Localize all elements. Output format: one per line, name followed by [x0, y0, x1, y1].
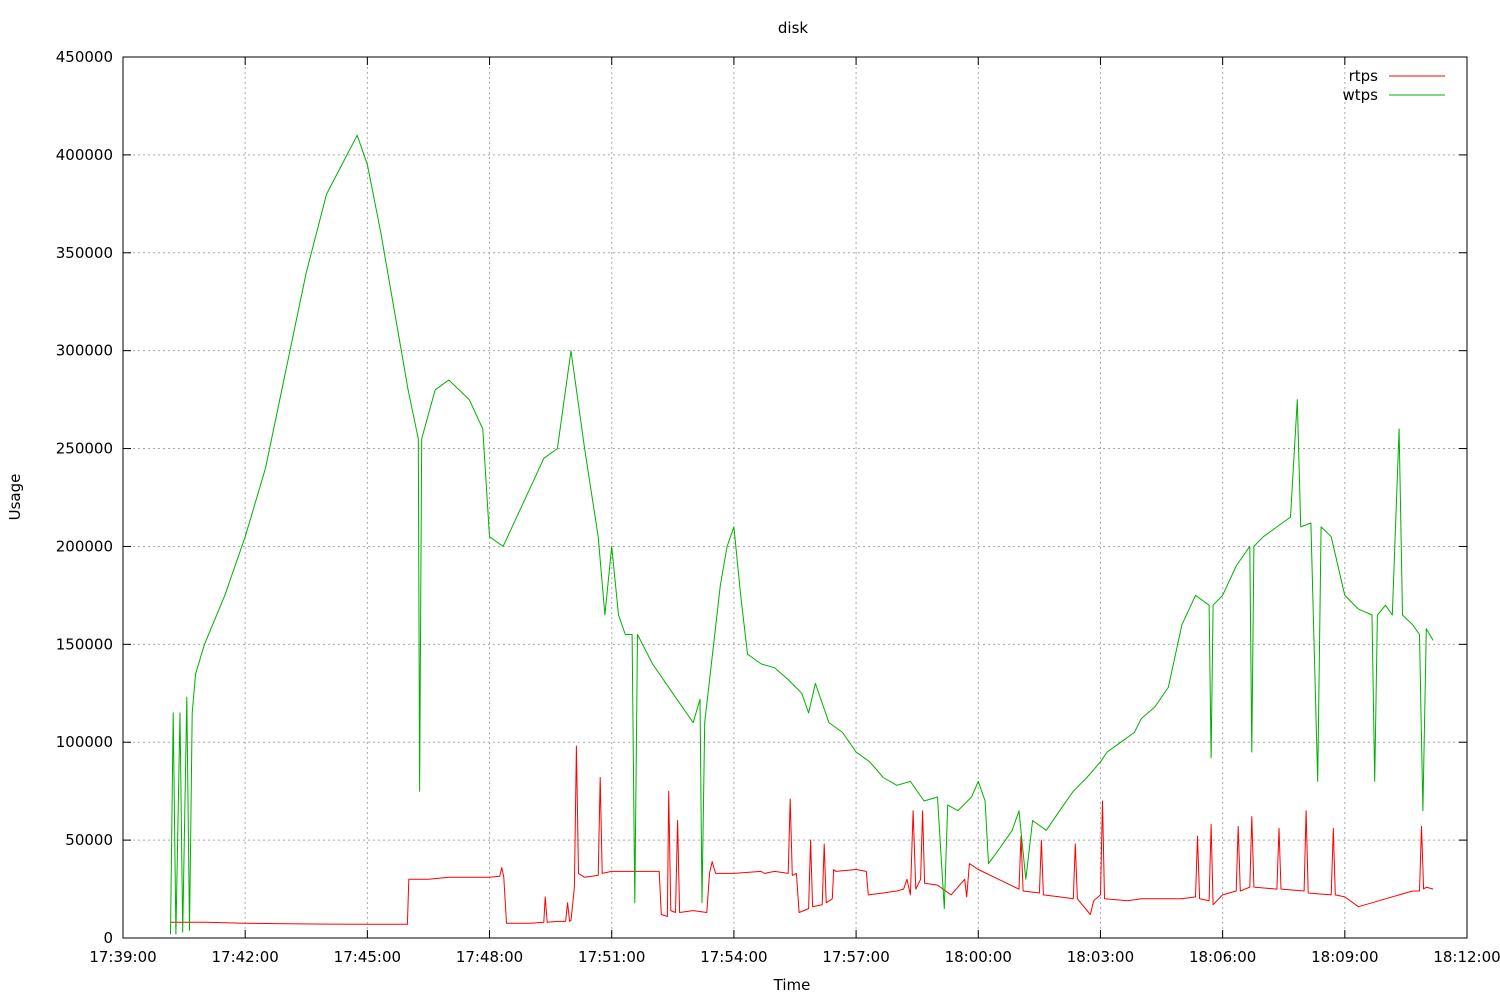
- y-tick-label: 350000: [56, 244, 113, 262]
- x-tick-label: 17:45:00: [334, 948, 401, 966]
- x-tick-label: 18:09:00: [1311, 948, 1378, 966]
- plot-frame: [122, 56, 1468, 939]
- legend-label-rtps: rtps: [1349, 67, 1379, 85]
- chart-title: disk: [778, 19, 809, 37]
- x-axis-label: Time: [773, 976, 811, 994]
- y-tick-label: 50000: [65, 831, 113, 849]
- series-line-wtps: [170, 134, 1434, 935]
- y-tick-label: 0: [103, 929, 113, 947]
- x-tick-label: 17:57:00: [822, 948, 889, 966]
- x-tick-label: 17:42:00: [211, 948, 278, 966]
- x-tick-label: 18:12:00: [1433, 948, 1500, 966]
- x-tick-label: 18:03:00: [1067, 948, 1134, 966]
- x-tick-label: 17:48:00: [456, 948, 523, 966]
- legend-label-wtps: wtps: [1343, 86, 1379, 104]
- axis-ticks: 0 50000 100000 150000 200000 250000 300000 3500…: [56, 48, 1500, 966]
- x-tick-label: 18:00:00: [945, 948, 1012, 966]
- y-axis-label: Usage: [6, 474, 24, 521]
- y-tick-label: 300000: [56, 342, 113, 360]
- series-layer: [170, 134, 1434, 935]
- x-tick-label: 17:54:00: [700, 948, 767, 966]
- gridlines: [123, 57, 1467, 938]
- x-tick-label: 18:06:00: [1189, 948, 1256, 966]
- series-line-rtps: [170, 745, 1434, 925]
- y-tick-label: 250000: [56, 440, 113, 458]
- x-tick-label: 17:39:00: [89, 948, 156, 966]
- y-tick-label: 150000: [56, 635, 113, 653]
- y-tick-label: 450000: [56, 48, 113, 66]
- y-tick-label: 400000: [56, 146, 113, 164]
- y-tick-label: 100000: [56, 733, 113, 751]
- y-tick-label: 200000: [56, 537, 113, 555]
- x-tick-label: 17:51:00: [578, 948, 645, 966]
